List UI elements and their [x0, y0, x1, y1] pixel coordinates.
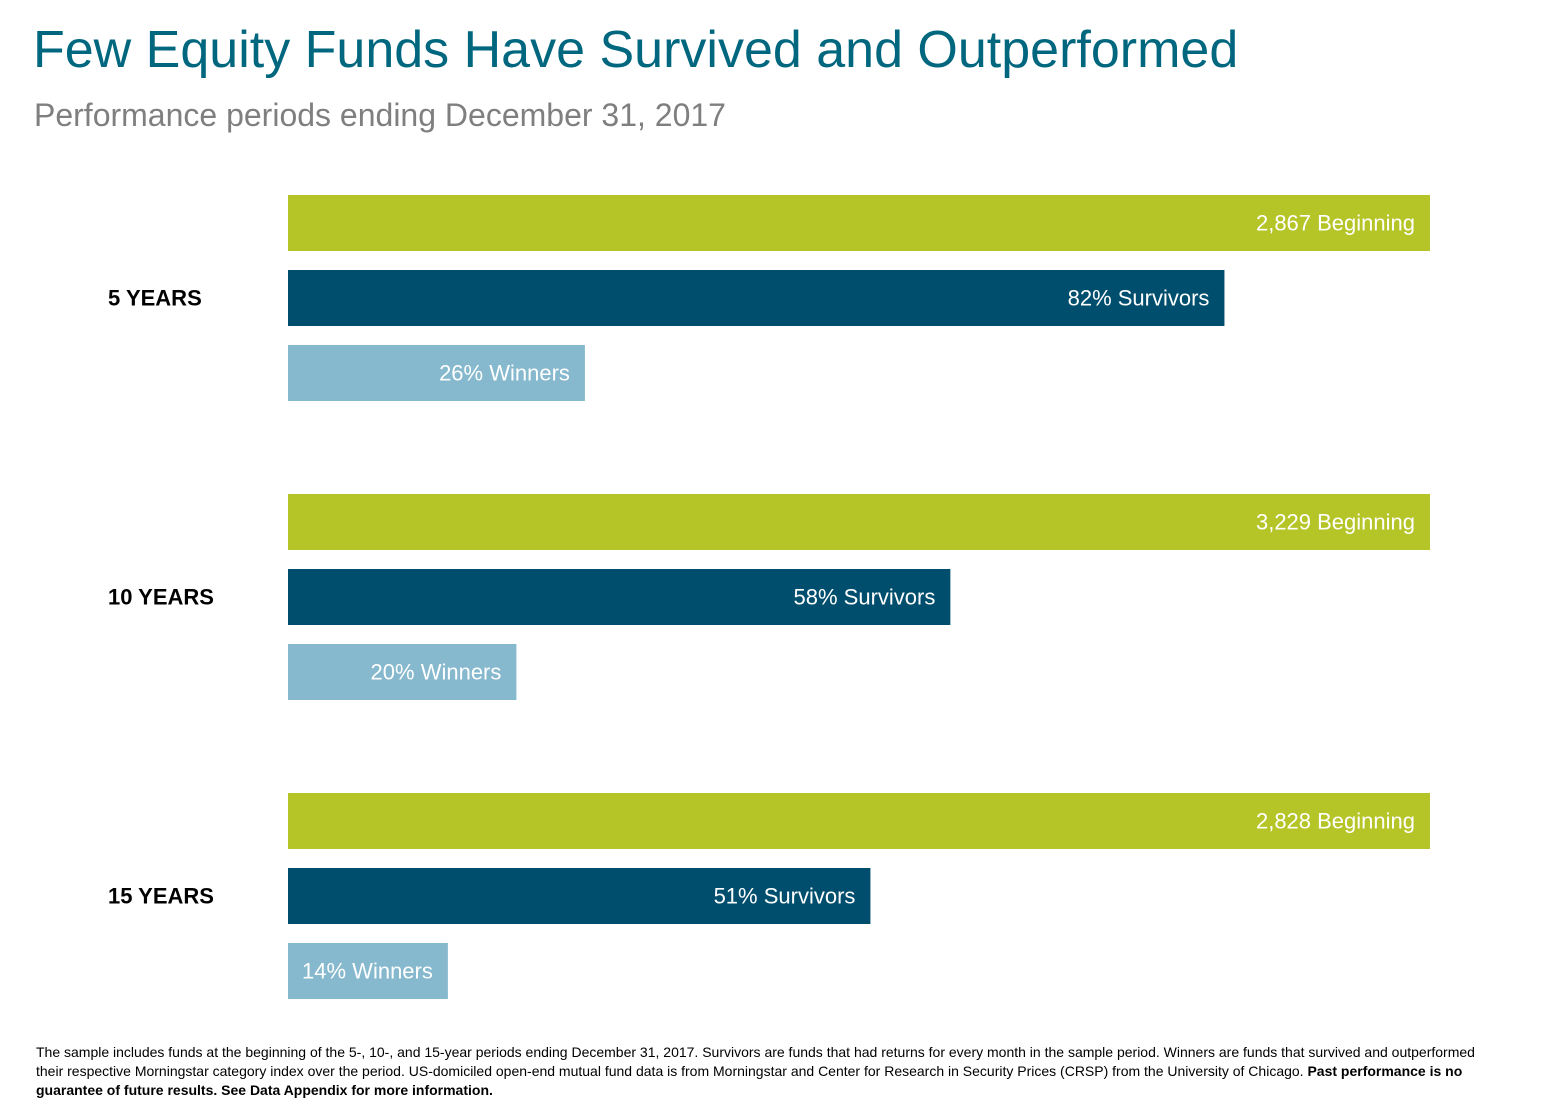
bar-label-winners: 26% Winners: [439, 361, 570, 386]
group-label: 10 YEARS: [108, 585, 214, 610]
footnote-text: The sample includes funds at the beginni…: [36, 1044, 1475, 1079]
bar-label-survivors: 58% Survivors: [794, 585, 936, 610]
chart-title: Few Equity Funds Have Survived and Outpe…: [33, 21, 1239, 79]
bar-label-winners: 14% Winners: [302, 959, 433, 984]
bar-winners: [288, 345, 585, 401]
bar-winners: [288, 943, 448, 999]
bar-label-survivors: 51% Survivors: [714, 884, 856, 909]
bar-label-survivors: 82% Survivors: [1068, 286, 1210, 311]
bar-beginning: [288, 195, 1430, 251]
bar-survivors: [288, 868, 871, 924]
bar-survivors: [288, 569, 951, 625]
group-label: 5 YEARS: [108, 286, 202, 311]
bar-chart: 5 YEARS 2,867 Beginning 82% Survivors 26% W…: [108, 195, 1430, 999]
footnote-disclaimer: Past performance is no guarantee of futu…: [36, 1063, 1463, 1098]
bar-label-beginning: 2,828 Beginning: [1256, 809, 1415, 834]
bar-label-beginning: 2,867 Beginning: [1256, 211, 1415, 236]
group-label: 15 YEARS: [108, 884, 214, 909]
chart-subtitle: Performance periods ending December 31, …: [34, 97, 726, 133]
bar-survivors: [288, 270, 1225, 326]
bar-beginning: [288, 494, 1430, 550]
bar-beginning: [288, 793, 1430, 849]
bar-label-beginning: 3,229 Beginning: [1256, 510, 1415, 535]
footnote: The sample includes funds at the beginni…: [36, 1043, 1486, 1100]
bar-winners: [288, 644, 517, 700]
bar-label-winners: 20% Winners: [371, 660, 502, 685]
